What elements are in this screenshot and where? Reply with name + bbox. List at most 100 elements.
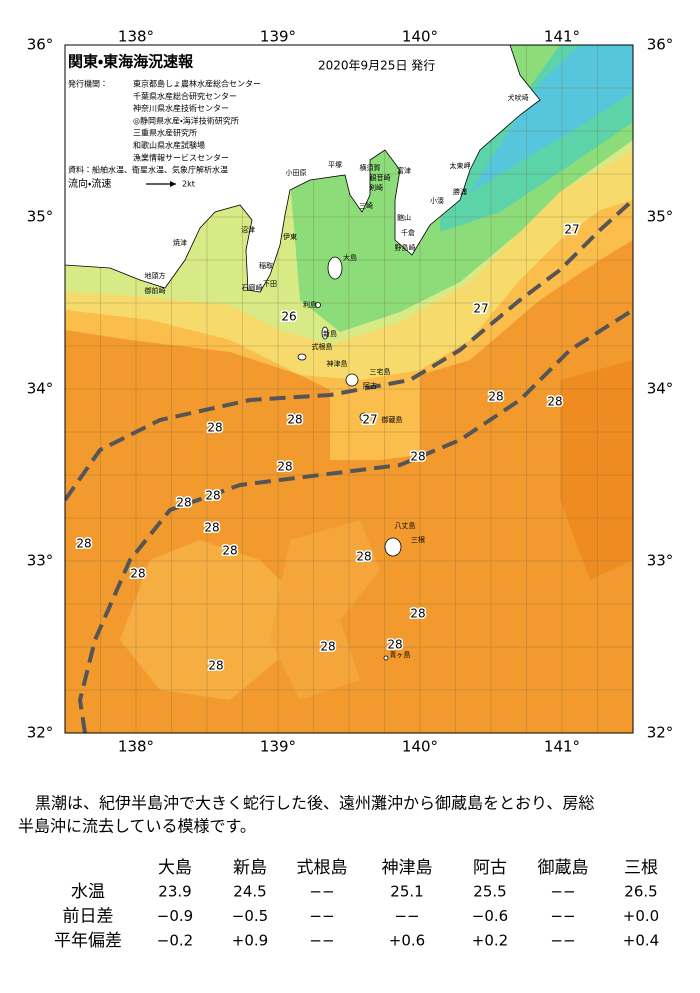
row-label: 平年偏差 <box>54 931 122 951</box>
sea-zone <box>560 360 633 580</box>
column-header: 大島 <box>158 858 192 878</box>
isotherm-label: 28 <box>222 544 237 558</box>
table-cell: −− <box>550 932 575 950</box>
place-label: 観音崎 <box>370 173 391 182</box>
issuer: 和歌山県水産試験場 <box>133 140 205 150</box>
column-header: 神津島 <box>382 858 433 878</box>
lon-label: 140° <box>402 28 438 46</box>
description-line: 黒潮は、紀伊半島沖で大きく蛇行した後、遠州灘沖から御蔵島をとおり、房総 <box>35 794 594 813</box>
sources: 資料：船舶水温、衛星水温、気象庁解析水温 <box>68 165 228 175</box>
issuer: 漁業情報サービスセンター <box>133 152 229 162</box>
map-frame <box>64 44 634 734</box>
issue-date: 2020年9月25日 発行 <box>318 59 435 73</box>
isotherm-label: 27 <box>362 413 377 427</box>
legend-label: 流向・流速 <box>68 177 111 190</box>
table-cell: −− <box>394 907 419 925</box>
island <box>359 412 369 422</box>
isotherm-label: 28 <box>287 413 302 427</box>
sea-zone <box>470 45 633 192</box>
lon-label: 139° <box>260 28 296 46</box>
table-cell: +0.6 <box>389 932 425 950</box>
isotherm-label: 28 <box>488 390 503 404</box>
place-label: 野島崎 <box>395 243 416 252</box>
table-cell: 26.5 <box>624 883 657 901</box>
issuer: 三重県水産研究所 <box>133 128 197 138</box>
row-label: 水温 <box>71 882 105 902</box>
axis-labels: 138° 138° 139° 139° 140° 140° 141° 141° 36° 36° 35… <box>27 28 674 756</box>
place-label: 勝浦 <box>453 187 467 196</box>
lat-label: 35° <box>27 208 54 226</box>
lat-label: 36° <box>27 36 54 54</box>
lon-label: 141° <box>544 738 580 756</box>
place-label: 大島 <box>343 253 357 262</box>
kuroshio <box>65 198 633 733</box>
description-line: 半島沖に流去している模様です。 <box>18 817 256 836</box>
isotherm-label: 28 <box>387 638 402 652</box>
isotherm-label: 28 <box>547 395 562 409</box>
table-cell: +0.0 <box>623 907 659 925</box>
table-cell: −0.9 <box>157 907 193 925</box>
isotherm-label: 26 <box>281 310 296 324</box>
place-label: 伊東 <box>283 232 297 241</box>
isotherm-label: 28 <box>208 659 223 673</box>
issuer: 東京都島しょ農林水産総合センター <box>133 79 261 89</box>
isotherm-label: 28 <box>410 607 425 621</box>
table-cell: +0.9 <box>232 932 268 950</box>
sea-zone <box>270 520 380 700</box>
place-label: 稲取 <box>259 261 273 270</box>
island <box>321 326 329 340</box>
lat-label: 33° <box>647 552 674 570</box>
place-label: 館山 <box>397 213 411 222</box>
place-label: 八丈島 <box>395 521 416 530</box>
kuroshio-axis <box>65 198 633 502</box>
lat-label: 33° <box>27 552 54 570</box>
lon-label: 138° <box>118 738 154 756</box>
table-cell: −− <box>550 907 575 925</box>
island <box>345 373 359 387</box>
table-cell: 24.5 <box>233 883 266 901</box>
isotherm-label: 28 <box>205 489 220 503</box>
lon-label: 141° <box>544 28 580 46</box>
column-header: 御蔵島 <box>538 858 589 878</box>
description: 黒潮は、紀伊半島沖で大きく蛇行した後、遠州灘沖から御蔵島をとおり、房総半島沖に流… <box>18 794 594 836</box>
isotherm-label: 28 <box>320 640 335 654</box>
place-label: 横須賀 <box>360 163 381 172</box>
title: 関東・東海海況速報 <box>68 53 194 71</box>
islands <box>297 256 402 661</box>
island <box>315 302 321 308</box>
place-label: 千倉 <box>401 228 415 237</box>
place-label: 下田 <box>263 280 277 288</box>
table-cell: −− <box>309 907 334 925</box>
island <box>383 655 389 661</box>
place-label: 小田原 <box>286 168 307 177</box>
legend-arrow-head <box>170 181 176 187</box>
lat-label: 32° <box>647 724 674 742</box>
lat-label: 36° <box>647 36 674 54</box>
place-label: 阿古 <box>363 381 377 390</box>
land <box>65 45 541 293</box>
place-label: 新島 <box>323 329 337 338</box>
place-label: 太東岬 <box>450 161 471 170</box>
place-label: 御蔵島 <box>382 415 403 424</box>
issuers: 東京都島しょ農林水産総合センター千葉県水産総合研究センター神奈川県水産技術センタ… <box>133 79 261 163</box>
column-header: 新島 <box>233 858 267 878</box>
table-cell: +0.4 <box>623 932 659 950</box>
place-label: 青ヶ島 <box>390 650 411 659</box>
place-label: 石廊崎 <box>242 283 263 292</box>
row-label: 前日差 <box>63 907 114 927</box>
isotherm-label: 28 <box>277 460 292 474</box>
lon-label: 139° <box>260 738 296 756</box>
table-cell: −− <box>309 932 334 950</box>
lon-label: 140° <box>402 738 438 756</box>
issuer: 神奈川県水産技術センター <box>133 103 229 113</box>
column-header: 阿古 <box>473 858 507 878</box>
place-label: 平塚 <box>328 160 342 169</box>
table-cell: −− <box>309 883 334 901</box>
table-cell: −0.5 <box>232 907 268 925</box>
issuer: 千葉県水産総合研究センター <box>133 91 237 101</box>
